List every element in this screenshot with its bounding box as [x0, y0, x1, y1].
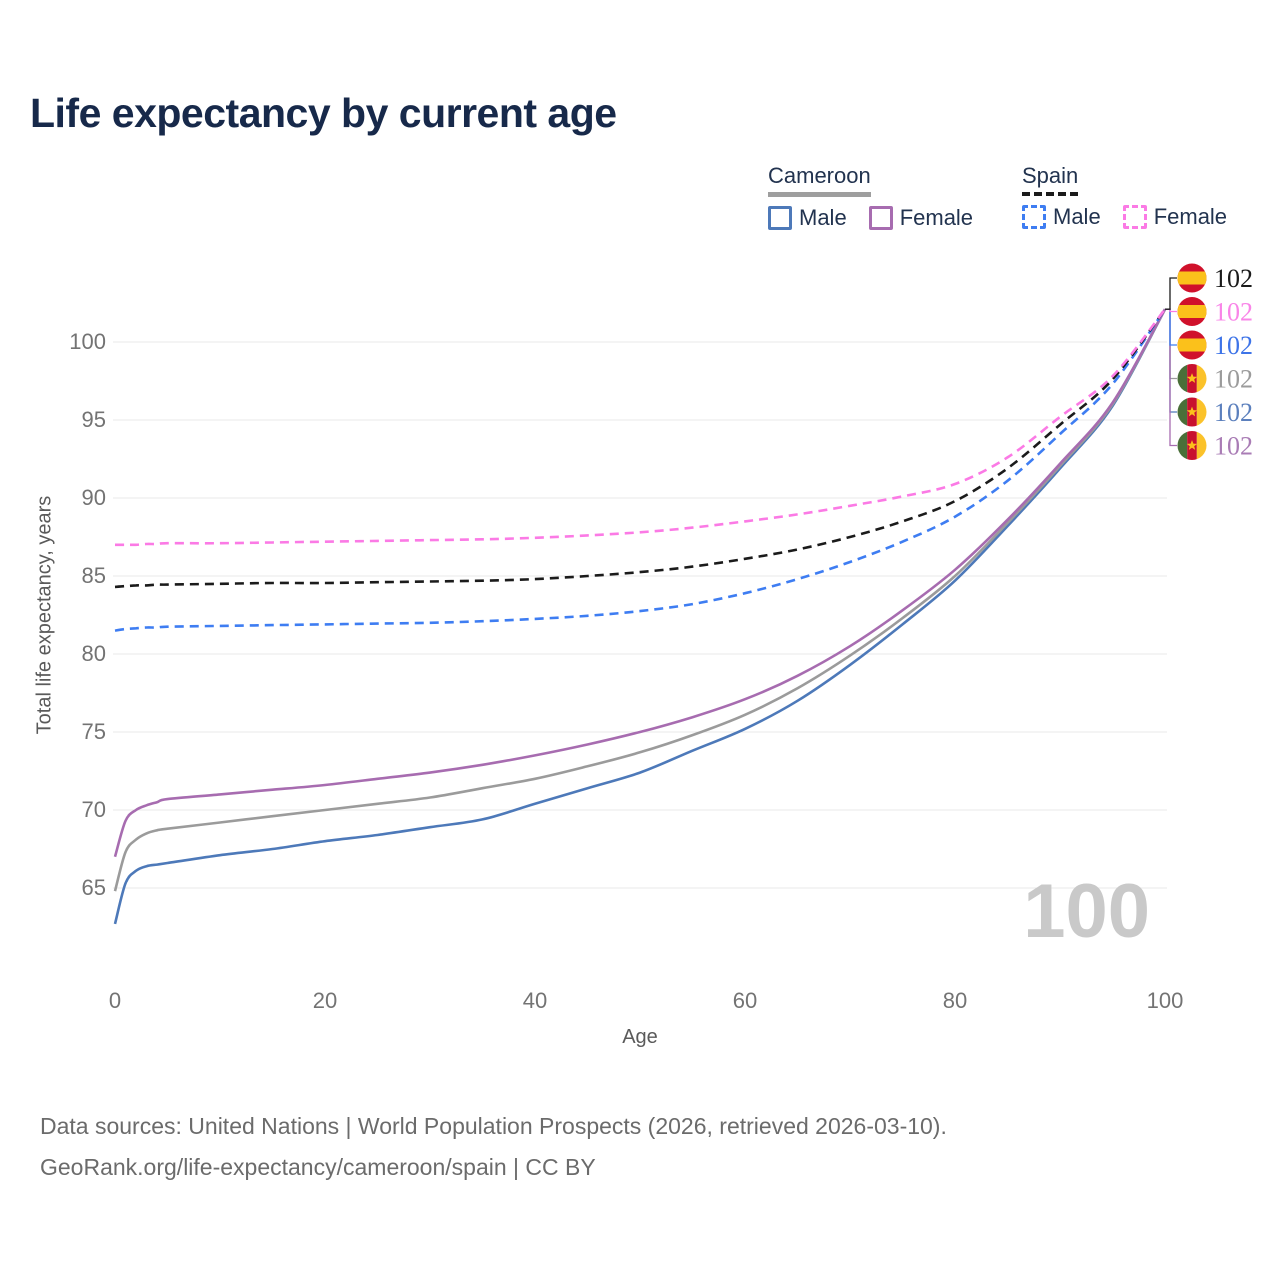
- y-axis-title: Total life expectancy, years: [33, 495, 56, 735]
- end-label-value: 102: [1214, 264, 1253, 293]
- series-line-cameroon-both-sexes[interactable]: [113, 308, 1167, 892]
- legend-group-cameroon: Cameroon Male Female: [768, 163, 973, 231]
- x-tick-label: 0: [108, 988, 122, 1013]
- legend-header-cameroon[interactable]: Cameroon: [768, 163, 871, 197]
- cameroon-flag-icon: [1177, 431, 1207, 460]
- footer-sources: Data sources: United Nations | World Pop…: [40, 1113, 947, 1139]
- x-axis-title: Age: [622, 1026, 658, 1048]
- end-label-value: 102: [1214, 331, 1253, 360]
- end-label-leader-line: [1165, 308, 1177, 380]
- x-tick-label: 20: [312, 988, 338, 1013]
- legend-group-spain: Spain Male Female: [1022, 163, 1227, 230]
- series-line-cameroon-male[interactable]: [113, 308, 1167, 925]
- footer-attribution: GeoRank.org/life-expectancy/cameroon/spa…: [40, 1154, 596, 1180]
- y-tick-label: 90: [81, 485, 106, 510]
- series-line-cameroon-female[interactable]: [113, 308, 1167, 858]
- x-tick-label: 40: [522, 988, 548, 1013]
- end-label-value: 102: [1214, 298, 1253, 327]
- spain-flag-icon: [1177, 263, 1207, 293]
- legend-label: Female: [1153, 204, 1228, 229]
- spain-male-swatch-icon: [1022, 205, 1046, 229]
- legend-item-cameroon-male[interactable]: Male: [768, 205, 847, 231]
- cameroon-female-swatch-icon: [868, 206, 893, 230]
- legend-label: Male: [1053, 204, 1101, 229]
- end-label-leader-line: [1165, 308, 1177, 346]
- legend-label: Female: [899, 205, 974, 230]
- legend-item-cameroon-female[interactable]: Female: [868, 205, 974, 231]
- series-line-spain-female[interactable]: [114, 308, 1167, 547]
- y-tick-label: 80: [81, 641, 106, 666]
- y-tick-label: 70: [81, 797, 106, 822]
- legend-label: Male: [799, 205, 847, 230]
- cameroon-male-swatch-icon: [768, 206, 792, 230]
- x-tick-label: 80: [942, 988, 968, 1013]
- end-label-value: 102: [1214, 432, 1253, 461]
- end-label-value: 102: [1214, 365, 1253, 394]
- y-tick-label: 65: [81, 875, 106, 900]
- footer: Data sources: United Nations | World Pop…: [40, 1106, 947, 1188]
- y-tick-label: 95: [81, 407, 106, 432]
- cameroon-flag-icon: [1177, 364, 1207, 393]
- x-tick-label: 60: [732, 988, 758, 1013]
- y-tick-label: 75: [81, 719, 106, 744]
- y-tick-label: 100: [69, 329, 106, 354]
- x-tick-label: 100: [1146, 988, 1184, 1013]
- page-title: Life expectancy by current age: [30, 90, 617, 136]
- spain-female-swatch-icon: [1122, 205, 1147, 229]
- legend-header-spain[interactable]: Spain: [1022, 163, 1079, 196]
- cameroon-flag-icon: [1177, 397, 1207, 427]
- end-label-leader-line: [1165, 308, 1177, 413]
- age-cursor-watermark: 100: [1023, 869, 1150, 954]
- gridlines: [113, 341, 1167, 889]
- end-label-value: 102: [1214, 398, 1253, 427]
- series-line-spain-male[interactable]: [114, 308, 1167, 632]
- end-label-leader-line: [1165, 308, 1177, 447]
- series-line-spain-both-sexes[interactable]: [114, 308, 1167, 589]
- legend-item-spain-male[interactable]: Male: [1022, 204, 1101, 230]
- y-tick-label: 85: [81, 563, 106, 588]
- end-label-leader-line: [1165, 277, 1177, 310]
- legend-item-spain-female[interactable]: Female: [1122, 204, 1228, 230]
- spain-flag-icon: [1177, 297, 1207, 326]
- spain-flag-icon: [1177, 330, 1207, 360]
